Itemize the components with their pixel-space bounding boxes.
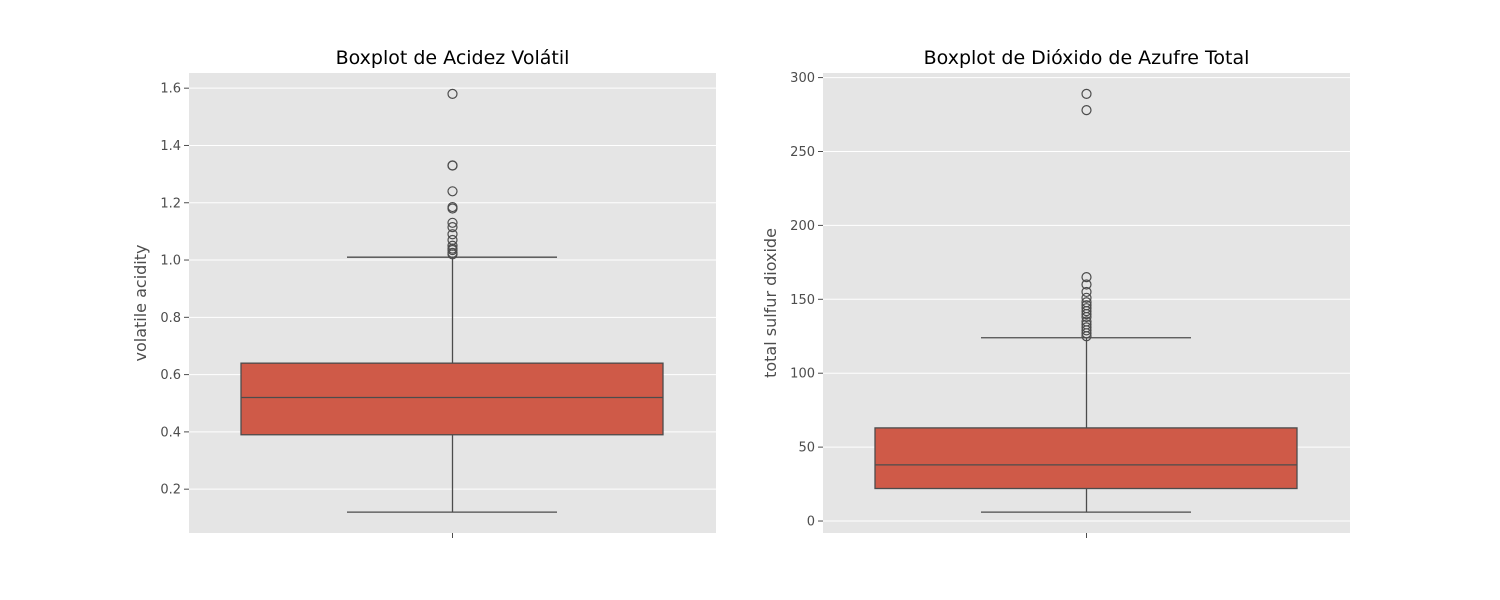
outlier-point xyxy=(447,160,458,171)
y-tick-label: 0.6 xyxy=(160,368,181,383)
outlier-point xyxy=(1081,272,1092,283)
outlier-point xyxy=(447,234,458,246)
y-tick-label: 300 xyxy=(790,71,815,86)
y-tick-label: 1.2 xyxy=(160,196,181,211)
outlier-point xyxy=(1081,88,1092,99)
y-axis-label: volatile acidity xyxy=(131,245,150,362)
outlier-point xyxy=(1081,279,1092,290)
outlier-point xyxy=(447,247,458,258)
chart-title: Boxplot de Dióxido de Azufre Total xyxy=(924,47,1250,69)
y-tick-label: 50 xyxy=(798,441,815,456)
outlier-point xyxy=(1081,292,1092,303)
y-tick-label: 1.0 xyxy=(160,254,181,269)
y-tick-label: 0 xyxy=(807,515,815,530)
outlier-point xyxy=(1081,105,1092,116)
iqr-box xyxy=(240,362,664,436)
iqr-box xyxy=(874,427,1298,490)
chart-panel-2: 0 50 100 150 200 250 300 Boxplot de Dióxido de … xyxy=(761,47,1350,538)
outlier-point xyxy=(447,186,458,197)
y-tick-label: 200 xyxy=(790,219,815,234)
y-tick-label: 150 xyxy=(790,293,815,308)
chart-panel-1: 0.2 0.4 0.6 0.8 1.0 1.2 1.4 1.6 Boxplot de Acide… xyxy=(131,47,716,538)
y-tick-label: 0.2 xyxy=(160,483,181,498)
outlier-point xyxy=(447,221,458,233)
chart-title: Boxplot de Acidez Volátil xyxy=(336,47,570,69)
y-tick-label: 0.8 xyxy=(160,311,181,326)
y-tick-label: 1.6 xyxy=(160,82,181,97)
outlier-point xyxy=(1081,316,1092,327)
outlier-point xyxy=(447,229,458,240)
outlier-point xyxy=(447,201,458,213)
outlier-point xyxy=(1081,303,1092,314)
outlier-point xyxy=(447,240,458,251)
y-tick-label: 100 xyxy=(790,367,815,382)
y-tick-label: 1.4 xyxy=(160,139,181,154)
outlier-point xyxy=(1081,319,1092,330)
y-tick-label: 250 xyxy=(790,145,815,160)
y-tick-label: 0.4 xyxy=(160,425,181,440)
y-axis-label: total sulfur dioxide xyxy=(761,228,780,378)
outlier-point xyxy=(1081,322,1092,333)
outlier-point xyxy=(447,217,458,228)
outlier-point xyxy=(1081,286,1092,298)
outlier-point xyxy=(1081,300,1092,311)
outlier-point xyxy=(1081,297,1092,308)
outlier-point xyxy=(447,88,458,100)
